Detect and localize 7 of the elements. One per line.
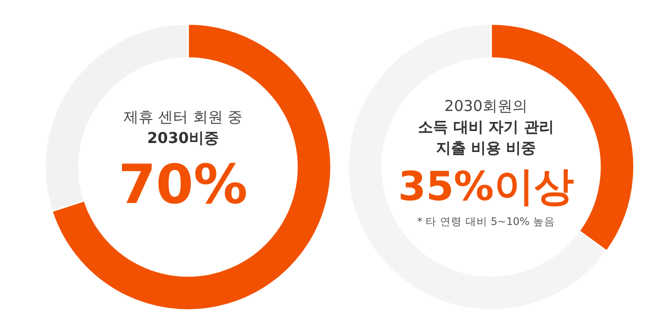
text: 2030비중 <box>147 128 219 150</box>
text: 2030회원의 <box>444 96 528 117</box>
text: 35%이상 <box>398 163 574 211</box>
text: 제휴 센터 회원 중 <box>123 107 243 128</box>
text: 소득 대비 자기 관리 지출 비용 비중 <box>418 117 554 159</box>
text: * 타 연령 대비 5~10% 높음 <box>417 215 555 229</box>
text: 70% <box>118 153 248 218</box>
